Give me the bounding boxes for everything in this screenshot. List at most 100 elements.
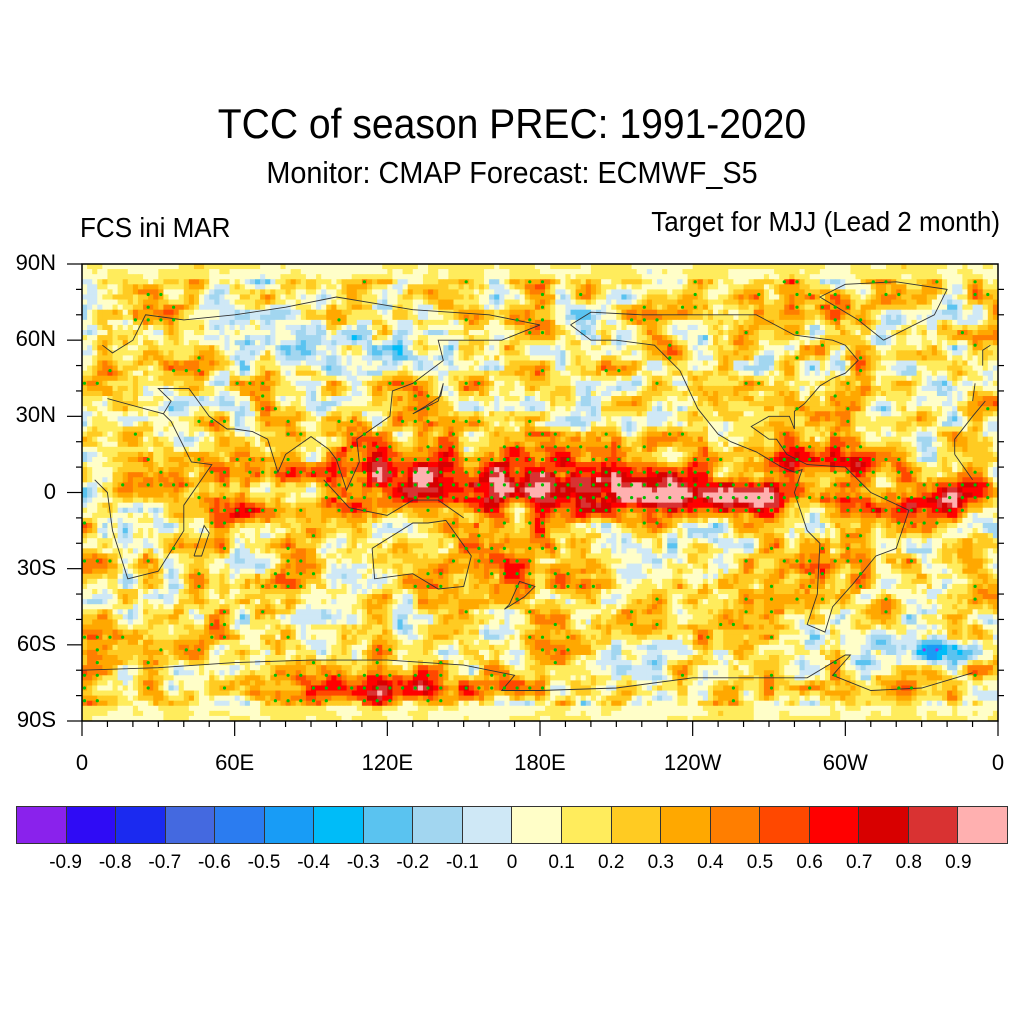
field-cell (738, 370, 744, 377)
field-cell (672, 264, 678, 270)
field-cell (840, 355, 846, 361)
field-cell (896, 324, 902, 331)
field-cell (529, 304, 536, 311)
field-cell (677, 264, 683, 270)
field-cell (265, 274, 271, 280)
field-cell (743, 335, 750, 341)
field-cell (860, 304, 867, 311)
field-cell (148, 360, 154, 366)
field-cell (942, 274, 948, 280)
field-cell (809, 324, 816, 331)
field-cell (428, 269, 434, 275)
field-cell (509, 284, 515, 290)
field-cell (545, 299, 551, 306)
field-cell (840, 340, 846, 346)
field-cell (992, 304, 998, 311)
field-cell (743, 390, 750, 397)
field-cell (911, 279, 917, 285)
field-cell (662, 370, 668, 377)
field-cell (387, 365, 393, 372)
field-cell (957, 314, 963, 321)
field-cell (265, 340, 271, 346)
field-cell (651, 324, 658, 331)
field-cell (677, 279, 683, 285)
field-cell (219, 401, 225, 407)
field-cell (936, 294, 943, 300)
field-cell (758, 279, 765, 285)
field-cell (774, 385, 780, 392)
field-cell (514, 330, 521, 336)
field-cell (585, 269, 592, 275)
field-cell (346, 264, 353, 270)
field-cell (453, 355, 459, 361)
field-cell (723, 269, 729, 275)
field-cell (453, 284, 459, 290)
field-cell (346, 350, 353, 356)
field-cell (82, 390, 88, 397)
field-cell (585, 340, 592, 346)
field-cell (570, 401, 577, 407)
field-cell (163, 365, 169, 372)
field-cell (728, 269, 734, 275)
field-cell (616, 345, 622, 351)
field-cell (748, 304, 755, 311)
field-cell (555, 319, 561, 326)
field-cell (183, 294, 190, 300)
field-cell (300, 279, 307, 285)
field-cell (229, 355, 236, 361)
field-cell (336, 330, 342, 336)
field-cell (967, 355, 973, 361)
field-cell (428, 330, 434, 336)
field-cell (509, 289, 515, 295)
field-cell (687, 355, 694, 361)
field-cell (621, 355, 627, 361)
field-cell (260, 330, 266, 336)
field-cell (92, 335, 98, 341)
field-cell (942, 340, 948, 346)
field-cell (458, 264, 465, 270)
field-cell (784, 370, 790, 377)
field-cell (311, 390, 317, 397)
field-cell (300, 350, 307, 356)
field-cell (132, 350, 139, 356)
field-cell (687, 289, 694, 295)
field-cell (550, 264, 556, 270)
field-cell (366, 396, 373, 402)
field-cell (372, 360, 378, 366)
field-cell (453, 274, 459, 280)
field-cell (204, 284, 210, 290)
field-cell (769, 294, 775, 300)
field-cell (137, 294, 144, 300)
field-cell (962, 330, 968, 336)
field-cell (143, 340, 149, 346)
field-cell (692, 380, 699, 387)
field-cell (987, 350, 994, 356)
field-cell (830, 314, 836, 321)
field-cell (229, 319, 236, 326)
field-cell (392, 365, 398, 372)
field-cell (982, 284, 989, 290)
field-cell (127, 340, 134, 346)
field-cell (947, 360, 953, 366)
field-cell (132, 274, 139, 280)
field-cell (840, 345, 846, 351)
field-cell (626, 274, 632, 280)
field-cell (499, 335, 505, 341)
field-cell (326, 284, 332, 290)
field-cell (728, 284, 734, 290)
field-cell (82, 330, 88, 336)
field-cell (723, 370, 729, 377)
field-cell (168, 370, 174, 377)
field-cell (224, 396, 230, 402)
field-cell (300, 299, 307, 306)
field-cell (875, 345, 882, 351)
field-cell (158, 355, 164, 361)
field-cell (331, 304, 337, 311)
field-cell (275, 380, 281, 387)
field-cell (346, 314, 353, 321)
field-cell (331, 289, 337, 295)
field-cell (723, 299, 729, 306)
field-cell (178, 355, 185, 361)
field-cell (412, 309, 419, 316)
field-cell (855, 350, 861, 356)
